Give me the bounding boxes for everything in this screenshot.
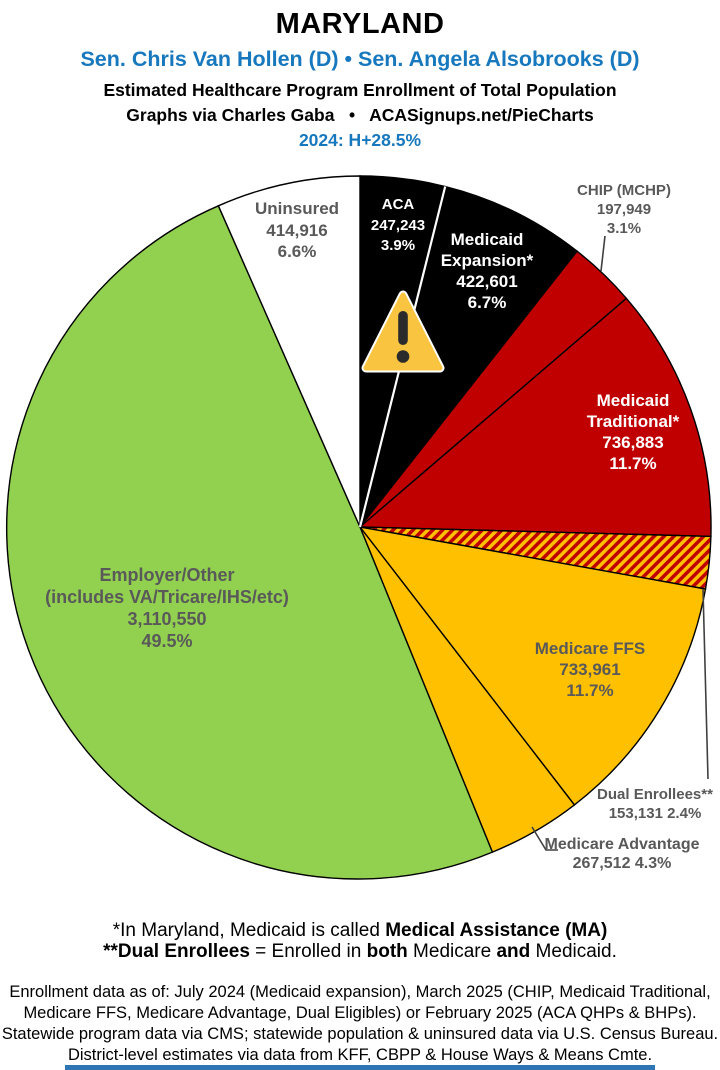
data-sources-line-3: Statewide program data via CMS; statewid… bbox=[1, 1025, 719, 1043]
data-sources-line-4: District-level estimates via data from K… bbox=[67, 1046, 653, 1064]
label-dual-enrollees: Dual Enrollees** 153,131 2.4% bbox=[597, 786, 713, 822]
label-chip: CHIP (MCHP) 197,949 3.1% bbox=[577, 182, 671, 237]
label-uninsured: Uninsured 414,916 6.6% bbox=[254, 199, 340, 261]
page-title: MARYLAND bbox=[275, 8, 445, 40]
pie-slice-medicaid-expansion bbox=[359, 185, 579, 528]
label-aca: ACA 247,243 3.9% bbox=[370, 196, 426, 254]
footnote-medicaid-ma: *In Maryland, Medicaid is called Medical… bbox=[112, 920, 608, 941]
partisan-lean: 2024: H+28.5% bbox=[298, 130, 422, 150]
pie-slice-medicare-ffs bbox=[358, 525, 707, 806]
pie-wedges bbox=[6, 175, 712, 880]
chart-subtitle: Estimated Healthcare Program Enrollment … bbox=[103, 80, 617, 100]
label-medicare-ffs: Medicare FFS 733,961 11.7% bbox=[534, 639, 646, 700]
label-medicaid-expansion: Medicaid Expansion* 422,601 6.7% bbox=[440, 230, 534, 312]
dual-enrollees-callout-line bbox=[702, 588, 709, 780]
attribution-line: Graphs via Charles Gaba • ACASignups.net… bbox=[126, 105, 594, 125]
data-sources-line-2: Medicare FFS, Medicare Advantage, Dual E… bbox=[23, 1004, 697, 1022]
label-medicare-advantage: Medicare Advantage 267,512 4.3% bbox=[544, 836, 700, 872]
label-medicaid-traditional: Medicaid Traditional* 736,883 11.7% bbox=[586, 391, 680, 473]
senators-line: Sen. Chris Van Hollen (D) • Sen. Angela … bbox=[80, 47, 640, 71]
pie-slice-employer-other bbox=[6, 204, 494, 880]
data-sources-line-1: Enrollment data as of: July 2024 (Medica… bbox=[9, 983, 711, 1001]
label-employer-other: Employer/Other (includes VA/Tricare/IHS/… bbox=[45, 565, 289, 651]
footnote-dual-enrollees: **Dual Enrollees = Enrolled in both Medi… bbox=[103, 941, 617, 962]
warning-icon bbox=[361, 290, 445, 373]
medicare-advantage-callout-line bbox=[531, 826, 558, 851]
footer-accent-bar bbox=[65, 1065, 655, 1070]
pie-slice-uninsured bbox=[217, 175, 361, 528]
pie-slice-medicaid-traditional bbox=[358, 297, 712, 538]
chip-callout-line bbox=[600, 235, 606, 272]
